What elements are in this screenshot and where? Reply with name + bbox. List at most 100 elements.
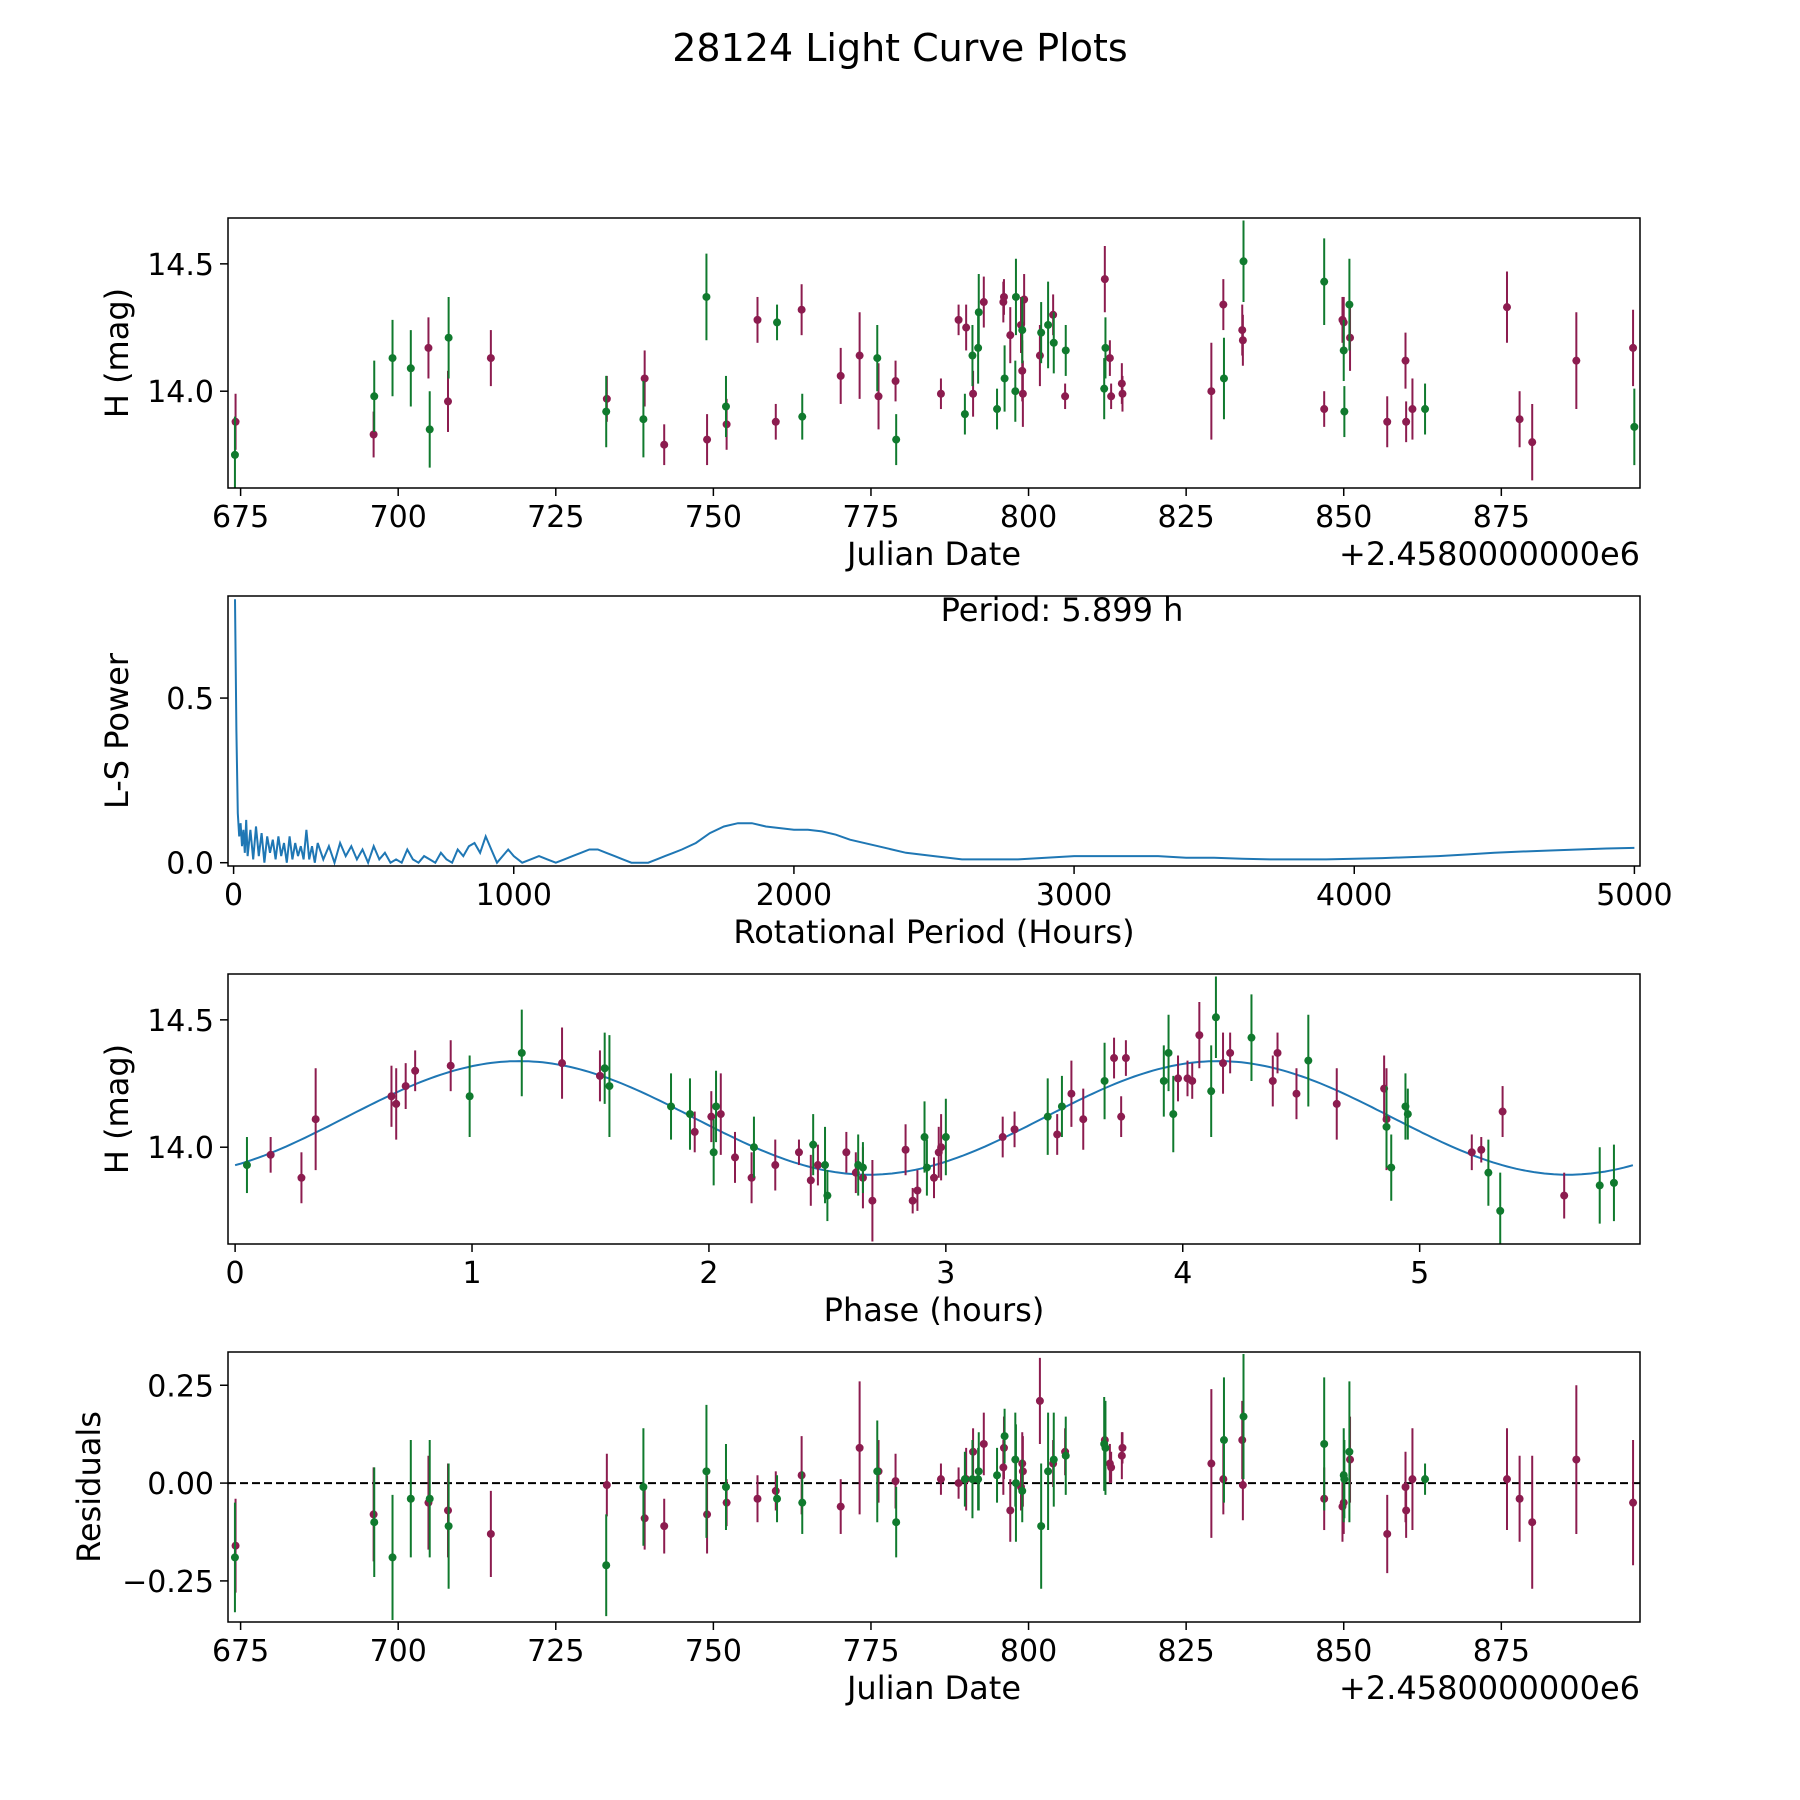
- data-point: [1037, 1522, 1046, 1531]
- data-point: [1035, 1396, 1044, 1405]
- data-point: [798, 1498, 807, 1507]
- data-point: [836, 1502, 845, 1511]
- data-point: [891, 1477, 900, 1486]
- data-point: [1219, 300, 1228, 309]
- x-tick-label: 4000: [1316, 878, 1392, 913]
- series-green-filter: [230, 220, 1639, 488]
- data-point: [868, 1196, 877, 1205]
- data-point: [392, 1099, 401, 1108]
- data-point: [855, 351, 864, 360]
- data-point: [1421, 405, 1430, 414]
- data-point: [401, 1082, 410, 1091]
- data-point: [821, 1161, 830, 1170]
- data-point: [1018, 389, 1027, 398]
- data-point: [1402, 417, 1411, 426]
- data-point: [1572, 356, 1581, 365]
- data-point: [974, 1467, 983, 1476]
- x-tick-label: 675: [212, 1634, 269, 1669]
- chart-4: 675 700 725 750 775 800 825 850 875 0.25 0.00 −0.25…: [70, 1351, 1641, 1707]
- data-point: [602, 1561, 611, 1570]
- data-point: [1061, 392, 1070, 401]
- data-point: [444, 333, 453, 342]
- data-point: [855, 1443, 864, 1452]
- data-point: [443, 397, 452, 406]
- y-tick-label: 14.5: [147, 1004, 214, 1039]
- data-point: [486, 1529, 495, 1538]
- data-point: [639, 1483, 648, 1491]
- data-point: [771, 1161, 780, 1170]
- data-point: [753, 1494, 762, 1503]
- plot-area: [234, 976, 1634, 1244]
- data-point: [311, 1115, 320, 1124]
- data-point: [1011, 292, 1020, 301]
- data-point: [1159, 1076, 1168, 1085]
- data-point: [1630, 422, 1639, 431]
- data-point: [806, 1176, 815, 1185]
- axes-frame: [227, 1351, 1641, 1623]
- data-point: [1528, 438, 1537, 447]
- data-point: [891, 377, 900, 386]
- data-point: [1117, 1112, 1126, 1121]
- data-point: [936, 389, 945, 398]
- data-point: [1011, 1479, 1020, 1488]
- data-point: [1049, 1455, 1058, 1464]
- y-axis-label: L-S Power: [98, 652, 136, 809]
- data-point: [702, 292, 711, 301]
- data-point: [1401, 356, 1410, 365]
- data-point: [425, 425, 434, 434]
- data-point: [809, 1140, 818, 1149]
- data-point: [1239, 1412, 1248, 1421]
- periodogram-line: [234, 599, 1635, 866]
- y-tick-label: 14.5: [147, 248, 214, 283]
- series-red-filter: [231, 246, 1638, 481]
- data-point: [517, 1048, 526, 1057]
- data-point: [999, 292, 1008, 301]
- data-point: [1502, 1475, 1511, 1484]
- data-point: [874, 392, 883, 401]
- x-tick-label: 1: [462, 1256, 481, 1291]
- x-axis-label: Julian Date: [845, 1669, 1021, 1707]
- data-point: [1101, 1443, 1110, 1452]
- data-point: [387, 1092, 396, 1101]
- chart-3: 0 1 2 3 4 5 14.0 14.5 Phase (hours) H (mag): [98, 973, 1641, 1329]
- x-tick-label: 4: [1173, 1256, 1192, 1291]
- data-point: [558, 1059, 567, 1068]
- data-point: [1629, 343, 1638, 352]
- data-point: [1100, 1076, 1109, 1085]
- data-point: [930, 1173, 938, 1182]
- data-point: [1207, 1087, 1216, 1096]
- x-tick-label: 700: [370, 1634, 427, 1669]
- data-point: [1403, 1110, 1412, 1119]
- y-axis-label: H (mag): [98, 288, 136, 418]
- y-tick-label: 0.25: [147, 1369, 214, 1404]
- data-point: [1118, 1443, 1127, 1452]
- x-tick-label: 1000: [476, 878, 552, 913]
- data-point: [1018, 1486, 1027, 1495]
- data-point: [892, 435, 901, 444]
- x-tick-label: 3: [936, 1256, 955, 1291]
- x-tick-label: 2000: [756, 878, 832, 913]
- data-point: [908, 1196, 917, 1205]
- data-point: [230, 450, 239, 459]
- data-point: [406, 1494, 415, 1503]
- data-point: [1188, 1076, 1197, 1085]
- data-point: [1100, 384, 1109, 393]
- x-tick-label: 875: [1473, 1634, 1530, 1669]
- data-point: [1006, 331, 1015, 340]
- data-point: [1035, 351, 1044, 360]
- data-point: [242, 1161, 251, 1170]
- data-point: [941, 1133, 950, 1142]
- series-green-filter: [230, 1353, 1430, 1621]
- data-point: [979, 1439, 988, 1448]
- x-offset-label: +2.4580000000e6: [1339, 535, 1640, 573]
- x-tick-label: 0: [226, 1256, 245, 1291]
- data-point: [1226, 1048, 1235, 1057]
- data-point: [962, 323, 971, 332]
- x-tick-label: 700: [370, 500, 427, 535]
- data-point: [1010, 1125, 1019, 1134]
- data-point: [1061, 346, 1070, 355]
- data-point: [602, 1481, 611, 1490]
- data-point: [1421, 1475, 1430, 1484]
- data-point: [1477, 1145, 1486, 1154]
